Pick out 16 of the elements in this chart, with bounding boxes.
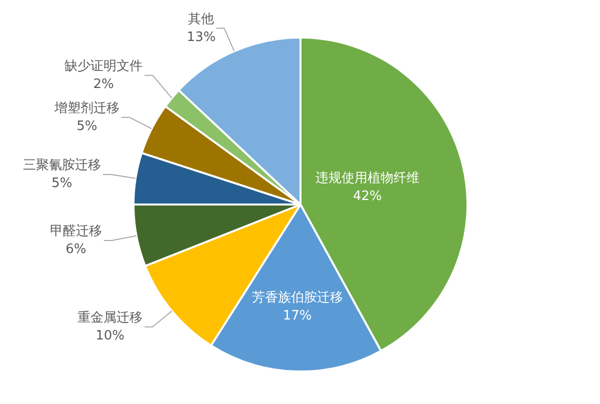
slice-label: 甲醛迁移 [50,224,102,239]
slice-label: 三聚氰胺迁移 [22,158,101,173]
slice-label: 重金属迁移 [78,310,143,326]
data-label: 5% [76,118,98,134]
data-label: 42% [353,188,382,204]
slice-label: 缺少证明文件 [64,58,143,74]
data-label: 13% [186,30,216,45]
data-label: 10% [96,328,125,344]
slice-label: 违规使用植物纤维 [315,170,420,186]
data-label: 5% [52,176,72,191]
data-label: 6% [66,242,86,257]
slice-label: 芳香族伯胺迁移 [252,290,343,306]
slice-label: 其他 [188,12,214,27]
slice-label: 增塑剂迁移 [53,100,120,116]
data-label: 17% [282,308,312,324]
data-label: 2% [93,76,114,92]
